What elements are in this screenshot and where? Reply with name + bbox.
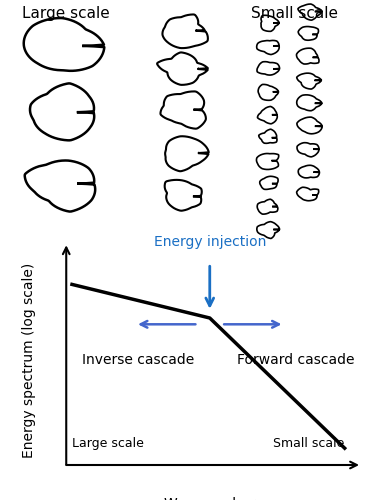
Text: Wavenumber: Wavenumber [163, 496, 256, 500]
Text: Energy spectrum (log scale): Energy spectrum (log scale) [22, 262, 36, 458]
Text: Energy injection: Energy injection [153, 234, 266, 248]
Text: Small scale: Small scale [273, 438, 344, 450]
Text: Small scale: Small scale [251, 6, 338, 22]
Text: Large scale: Large scale [22, 6, 110, 22]
Text: Large scale: Large scale [72, 438, 144, 450]
Text: Forward cascade: Forward cascade [237, 353, 355, 367]
Text: Inverse cascade: Inverse cascade [82, 353, 194, 367]
